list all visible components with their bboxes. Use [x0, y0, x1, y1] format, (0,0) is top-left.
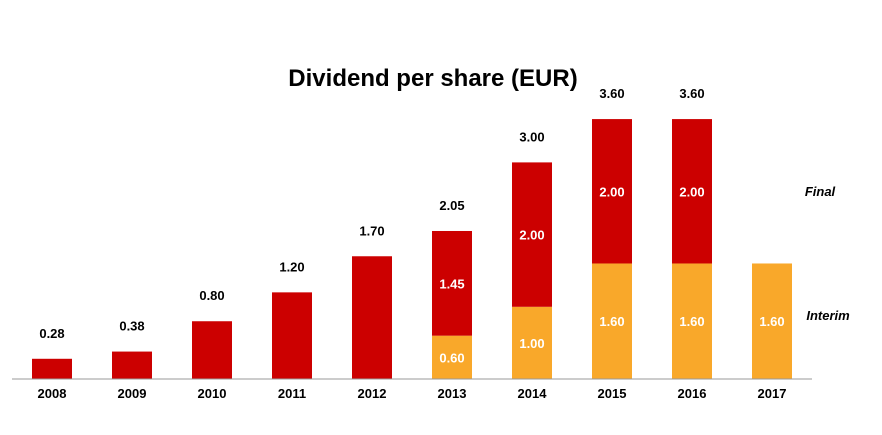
x-tick-2017: 2017: [758, 386, 787, 401]
x-tick-2016: 2016: [678, 386, 707, 401]
bar-final-2011: [272, 292, 312, 379]
x-tick-2013: 2013: [438, 386, 467, 401]
bar-interim-2017: [752, 263, 792, 379]
x-tick-2009: 2009: [118, 386, 147, 401]
bar-interim-label-2015: 1.60: [599, 314, 624, 329]
x-tick-2012: 2012: [358, 386, 387, 401]
total-label-2015: 3.60: [599, 86, 624, 101]
bar-interim-label-2016: 1.60: [679, 314, 704, 329]
bar-interim-2013: [432, 335, 472, 379]
bar-interim-2015: [592, 263, 632, 379]
legend-interim-label: Interim: [806, 308, 850, 323]
total-label-2011: 1.20: [279, 259, 304, 274]
bar-final-label-2014: 2.00: [519, 228, 544, 243]
total-label-2009: 0.38: [119, 319, 144, 334]
bar-final-2016: [672, 119, 712, 264]
bar-final-2013: [432, 230, 472, 336]
legend-final-label: Final: [805, 184, 836, 199]
chart-title: Dividend per share (EUR): [288, 65, 577, 92]
bar-final-label-2016: 2.00: [679, 184, 704, 199]
bar-interim-2016: [672, 263, 712, 379]
total-label-2016: 3.60: [679, 86, 704, 101]
bars-group: 0.28 0.38 0.80 1.20 1.70 0.60 1.45 2.05 1.00 2.00…: [32, 86, 792, 379]
total-label-2014: 3.00: [519, 129, 544, 144]
total-label-2013: 2.05: [439, 198, 464, 213]
x-tick-2015: 2015: [598, 386, 627, 401]
bar-interim-label-2017: 1.60: [759, 314, 784, 329]
bar-final-2015: [592, 119, 632, 264]
bar-interim-label-2013: 0.60: [439, 350, 464, 365]
x-tick-2010: 2010: [198, 386, 227, 401]
bar-interim-2014: [512, 306, 552, 379]
bar-final-2012: [352, 256, 392, 379]
x-tick-2008: 2008: [38, 386, 67, 401]
total-label-2012: 1.70: [359, 223, 384, 238]
x-tick-2014: 2014: [518, 386, 548, 401]
bar-final-2009: [112, 351, 152, 379]
x-axis-ticks: 2008 2009 2010 2011 2012 2013 2014 2015 2016 2017: [38, 386, 787, 401]
total-label-2010: 0.80: [199, 288, 224, 303]
x-tick-2011: 2011: [278, 386, 306, 401]
total-label-2008: 0.28: [39, 326, 64, 341]
bar-interim-label-2014: 1.00: [519, 336, 544, 351]
bar-final-label-2013: 1.45: [439, 276, 464, 291]
bar-final-2010: [192, 321, 232, 379]
bar-final-label-2015: 2.00: [599, 184, 624, 199]
bar-final-2008: [32, 358, 72, 379]
bar-final-2014: [512, 162, 552, 307]
